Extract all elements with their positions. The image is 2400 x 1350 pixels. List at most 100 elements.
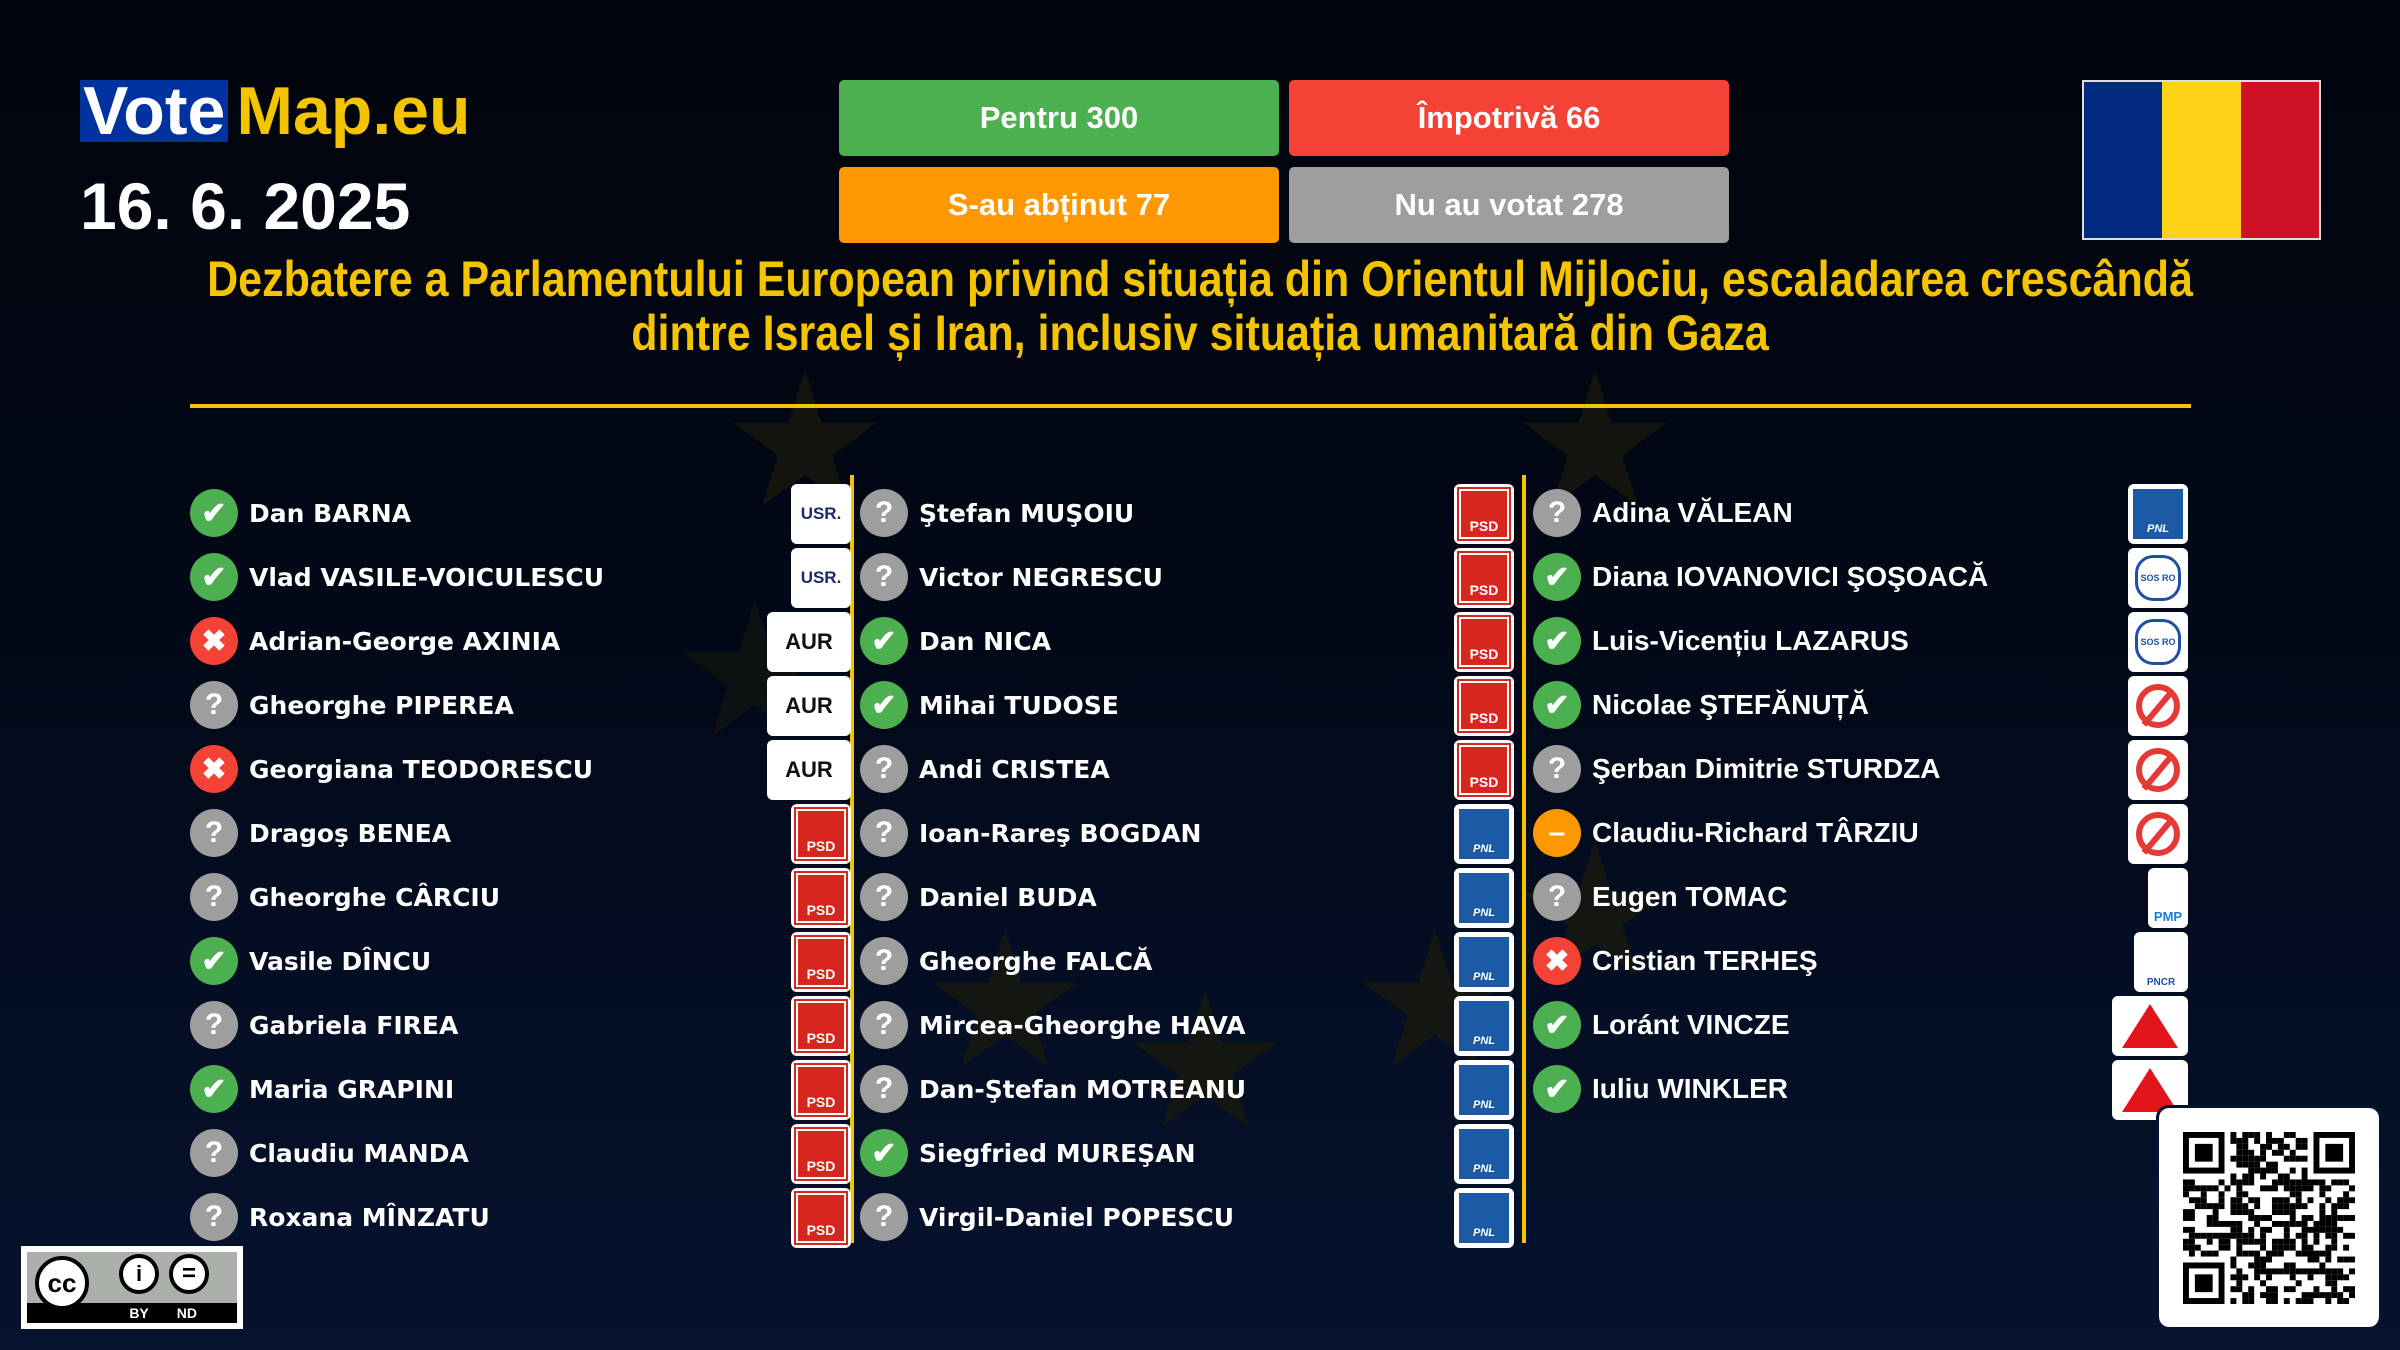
party-logo-text: PNL (1459, 937, 1509, 987)
mep-name: Ioan-Rareş BOGDAN (919, 818, 1202, 848)
party-logo-psd: PSD (791, 804, 851, 864)
column-divider (850, 475, 854, 1243)
mep-row: ✔ Maria GRAPINI (190, 1060, 454, 1118)
mep-name: Gabriela FIREA (249, 1010, 459, 1040)
party-logo-text: PSD (794, 1063, 848, 1117)
mep-name: Virgil-Daniel POPESCU (919, 1202, 1235, 1232)
party-logo-text: AUR (785, 757, 833, 782)
party-logo-text: PMP (2153, 909, 2183, 924)
mep-row: ✔ Loránt VINCZE (1533, 996, 1790, 1054)
vote-against-icon: ✖ (1533, 937, 1581, 985)
cc-icon: cc (35, 1256, 89, 1310)
party-logo-pnl: PNL (1454, 804, 1514, 864)
mep-name: Cristian TERHEŞ (1592, 945, 1818, 976)
mep-row: ? Eugen TOMAC (1533, 868, 1787, 926)
party-logo-text (2136, 812, 2180, 856)
mep-row: ✔ Luis-Vicențiu LAZARUS (1533, 612, 1909, 670)
party-logo-text: PSD (794, 935, 848, 989)
qr-code[interactable] (2156, 1105, 2382, 1330)
attribution-icon: i (119, 1254, 159, 1294)
mep-name: Iuliu WINKLER (1592, 1073, 1788, 1104)
mep-row: ? Gheorghe CÂRCIU (190, 868, 500, 926)
party-logo-sosro: SOS RO (2128, 548, 2188, 608)
vote-for-icon: ✔ (1533, 1065, 1581, 1113)
party-logo-text: PNL (1459, 1065, 1509, 1115)
mep-name: Claudiu MANDA (249, 1138, 469, 1168)
party-logo-text (2122, 1068, 2178, 1112)
mep-row: ? Victor NEGRESCU (860, 548, 1163, 606)
party-logo-text: PNL (1459, 1193, 1509, 1243)
mep-row: ✔ Diana IOVANOVICI ŞOŞOACĂ (1533, 548, 1988, 606)
cc-by-nd-license[interactable]: BY ND cc i = (21, 1246, 243, 1329)
mep-name: Eugen TOMAC (1592, 881, 1788, 912)
party-logo-pncr: PNCR (2134, 932, 2188, 992)
vote-for-icon: ✔ (1533, 681, 1581, 729)
mep-name: Dan-Ştefan MOTREANU (919, 1074, 1247, 1104)
party-logo-text (2122, 1004, 2178, 1048)
party-logo-pnl: PNL (1454, 996, 1514, 1056)
mep-row: ? Mircea-Gheorghe HAVA (860, 996, 1246, 1054)
vote-for-icon: ✔ (860, 1129, 908, 1177)
party-logo-text: PSD (794, 871, 848, 925)
vote-absent-icon: ? (860, 1065, 908, 1113)
title-divider (190, 404, 2191, 408)
qr-code-pattern (2183, 1132, 2355, 1304)
mep-name: Mircea-Gheorghe HAVA (919, 1010, 1246, 1040)
mep-name: Siegfried MUREŞAN (919, 1138, 1196, 1168)
vote-absent-icon: ? (860, 553, 908, 601)
vote-absent-icon: ? (860, 937, 908, 985)
party-logo-independent (2128, 740, 2188, 800)
party-logo-text: PNL (2133, 489, 2183, 539)
mep-name: Victor NEGRESCU (919, 562, 1163, 592)
mep-row: ✔ Iuliu WINKLER (1533, 1060, 1788, 1118)
party-logo-psd: PSD (791, 1188, 851, 1248)
party-logo-text: PSD (1457, 487, 1511, 541)
mep-row: ✔ Siegfried MUREŞAN (860, 1124, 1196, 1182)
mep-row: ✔ Vasile DÎNCU (190, 932, 431, 990)
party-logo-psd: PSD (791, 996, 851, 1056)
party-logo-text: AUR (785, 629, 833, 654)
title-line-1: Dezbatere a Parlamentului European privi… (207, 251, 2193, 307)
party-logo-text: PNL (1459, 1001, 1509, 1051)
mep-name: Gheorghe CÂRCIU (249, 882, 501, 912)
vote-absent-icon: ? (860, 873, 908, 921)
vote-for-icon: ✔ (860, 681, 908, 729)
party-logo-pnl: PNL (1454, 1060, 1514, 1120)
party-logo-aur: AUR (767, 740, 851, 800)
mep-name: Andi CRISTEA (919, 754, 1110, 784)
party-logo-psd: PSD (1454, 612, 1514, 672)
party-logo-text: SOS RO (2135, 619, 2181, 665)
mep-name: Maria GRAPINI (249, 1074, 455, 1104)
vote-absent-icon: ? (190, 681, 238, 729)
party-logo-text: PNL (1459, 1129, 1509, 1179)
party-logo-text: PSD (1457, 615, 1511, 669)
mep-name: Luis-Vicențiu LAZARUS (1592, 625, 1909, 656)
mep-row: ? Claudiu MANDA (190, 1124, 469, 1182)
mep-row: ✔ Vlad VASILE-VOICULESCU (190, 548, 604, 606)
mep-name: Loránt VINCZE (1592, 1009, 1790, 1040)
mep-row: ? Ioan-Rareş BOGDAN (860, 804, 1201, 862)
mep-row: – Claudiu-Richard TÂRZIU (1533, 804, 1919, 862)
party-logo-udmr (2112, 996, 2188, 1056)
mep-name: Nicolae ŞTEFĂNUȚĂ (1592, 689, 1869, 720)
vote-for-icon: ✔ (190, 489, 238, 537)
vote-absent-icon: ? (860, 745, 908, 793)
vote-against-icon: ✖ (190, 745, 238, 793)
vote-absent-icon: ? (190, 1001, 238, 1049)
mep-name: Daniel BUDA (919, 882, 1097, 912)
mep-row: ✖ Adrian-George AXINIA (190, 612, 560, 670)
mep-row: ? Dan-Ştefan MOTREANU (860, 1060, 1246, 1118)
party-logo-independent (2128, 804, 2188, 864)
votemap-logo[interactable]: Vote Map.eu (80, 77, 471, 145)
vote-for-icon: ✔ (190, 1065, 238, 1113)
party-logo-pnl: PNL (1454, 1188, 1514, 1248)
party-logo-aur: AUR (767, 676, 851, 736)
mep-row: ? Dragoş BENEA (190, 804, 451, 862)
party-logo-psd: PSD (791, 1060, 851, 1120)
party-logo-text: PSD (794, 1127, 848, 1181)
party-logo-text: USR. (800, 568, 842, 587)
vote-absent-icon: ? (1533, 873, 1581, 921)
mep-row: ? Gabriela FIREA (190, 996, 458, 1054)
mep-name: Georgiana TEODORESCU (249, 754, 594, 784)
mep-name: Dan BARNA (249, 498, 412, 528)
